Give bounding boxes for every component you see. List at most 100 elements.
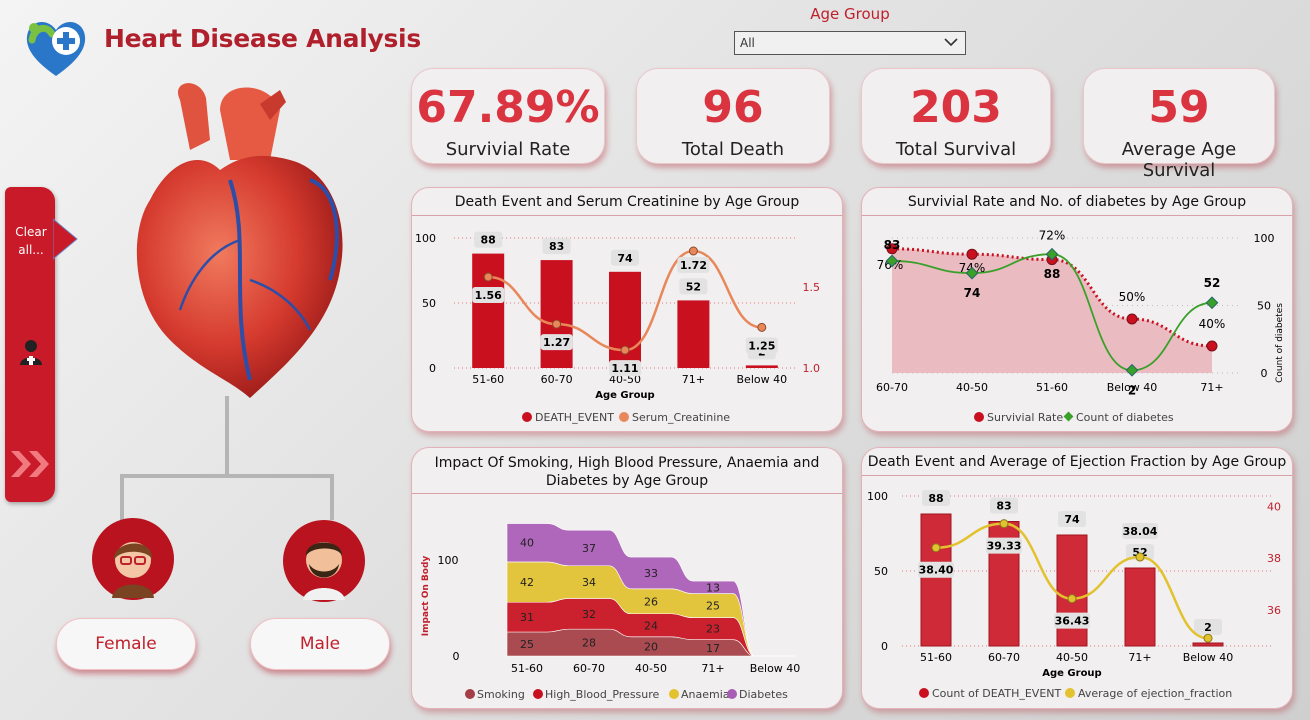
chart-title: Impact Of Smoking, High Blood Pressure, … [434, 455, 820, 489]
legend-marker [619, 412, 629, 422]
diabetes-point [965, 266, 979, 280]
female-filter-button[interactable]: Female [56, 618, 196, 670]
line-data-label: 1.72 [680, 259, 707, 272]
diabetes-point [1045, 247, 1059, 261]
x-tick-label: Below 40 [1107, 381, 1158, 394]
data-label-bg [1194, 619, 1222, 635]
bar [472, 253, 505, 368]
line-point [999, 519, 1009, 529]
bar-data-label: 83 [549, 240, 564, 253]
y-tick-label: 0 [429, 362, 436, 375]
male-avatar-icon [303, 542, 345, 600]
ribbon-data-label: 40 [520, 537, 534, 550]
diabetes-point [1125, 363, 1139, 377]
line-point [688, 246, 698, 256]
x-tick-label: 51-60 [511, 662, 543, 675]
survival-data-label: 50% [1119, 290, 1146, 304]
kpi-value: 203 [910, 82, 1002, 133]
line-data-label: 36.43 [1055, 615, 1090, 628]
y2-axis-title: Count of diabetes [1275, 303, 1285, 383]
ribbon-data-label: 32 [582, 608, 596, 621]
ribbon-data-label: 33 [644, 567, 658, 580]
survival-point [1126, 313, 1138, 325]
bar-data-label: 52 [686, 280, 701, 293]
x-tick-label: 71+ [701, 662, 724, 675]
data-label-bg [986, 537, 1022, 554]
bar-data-label: 83 [996, 500, 1011, 513]
x-tick-label: 60-70 [573, 662, 605, 675]
data-label-bg [1126, 544, 1154, 560]
line-point [757, 322, 767, 332]
line-data-label: 38.04 [1123, 525, 1158, 538]
survival-point [886, 243, 898, 255]
data-label-bg [611, 249, 639, 266]
chart-death-creatinine-panel: Death Event and Serum Creatinine by Age … [411, 187, 843, 432]
x-tick-label: Below 40 [750, 662, 801, 675]
x-tick-label: 40-50 [956, 381, 988, 394]
legend-label: Count of DEATH_EVENT [932, 687, 1061, 700]
y2-tick-label: 100 [1254, 232, 1275, 245]
data-label-bg [745, 337, 778, 354]
ribbon-data-label: 13 [706, 581, 720, 594]
male-avatar[interactable] [283, 520, 365, 602]
x-tick-label: 60-70 [876, 381, 908, 394]
ribbon-data-label: 25 [520, 638, 534, 651]
line-point [483, 272, 493, 282]
bar [1056, 534, 1088, 647]
clear-all-label-line1: Clear [15, 225, 47, 239]
diabetes-data-label: 83 [884, 238, 901, 252]
doctor-icon[interactable] [17, 337, 45, 367]
ribbon-diabetes [506, 523, 795, 657]
ribbon-data-label: 17 [706, 642, 720, 655]
legend-marker [727, 689, 737, 699]
y-tick-label: 50 [422, 297, 436, 310]
ribbon-data-label: 34 [582, 576, 596, 589]
bar-data-label: 74 [1064, 513, 1080, 526]
kpi-total-survival-card: 203 Total Survival [861, 68, 1051, 164]
x-tick-label: 51-60 [1036, 381, 1068, 394]
data-label-bg [474, 231, 503, 248]
bar-data-label: 74 [617, 252, 633, 265]
data-label-bg [990, 497, 1018, 514]
kpi-survival-rate-card: 67.89% Survivial Rate [411, 68, 605, 164]
female-avatar[interactable] [92, 518, 174, 600]
chart-title: Survivial Rate and No. of diabetes by Ag… [907, 194, 1247, 210]
ribbon-data-label: 26 [644, 595, 658, 608]
survival-point [966, 248, 978, 260]
chart-impact-panel: Impact Of Smoking, High Blood Pressure, … [411, 447, 843, 709]
kpi-total-death-card: 96 Total Death [636, 68, 830, 164]
data-label-bg [542, 238, 571, 255]
clear-all-button[interactable]: Clear all... [7, 223, 55, 259]
bar [677, 300, 710, 368]
double-chevron-right-icon[interactable] [9, 449, 53, 479]
line-point [552, 319, 562, 329]
survival-area [892, 248, 1212, 373]
age-group-dropdown[interactable]: All [734, 31, 966, 55]
data-label-bg [677, 257, 710, 273]
line-point [1067, 594, 1077, 604]
diabetes-point [885, 254, 899, 268]
line-data-label: 38.40 [919, 564, 954, 577]
kpi-value: 67.89% [416, 82, 600, 133]
ribbon-data-label: 25 [706, 600, 720, 613]
line-point [931, 543, 941, 553]
kpi-value: 96 [702, 82, 764, 133]
data-label-bg [540, 334, 573, 351]
bar [1124, 567, 1156, 647]
line-data-label: 1.25 [748, 339, 775, 352]
y-tick-label: 100 [438, 554, 459, 567]
data-label-bg [1054, 612, 1090, 629]
x-tick-label: 60-70 [541, 373, 573, 386]
kpi-label: Total Death [681, 139, 785, 160]
legend-marker [465, 689, 475, 699]
male-filter-button[interactable]: Male [250, 618, 390, 670]
survival-point [1206, 340, 1218, 352]
y-tick-label: 0 [881, 640, 888, 653]
sidebar-panel: Clear all... [5, 187, 78, 502]
legend-marker [1063, 411, 1074, 422]
legend-label: DEATH_EVENT [535, 411, 614, 424]
legend-marker [522, 412, 532, 422]
x-tick-label: 51-60 [920, 651, 952, 664]
y2-tick-label: 50 [1257, 300, 1271, 313]
diabetes-data-label: 2 [1128, 383, 1136, 397]
